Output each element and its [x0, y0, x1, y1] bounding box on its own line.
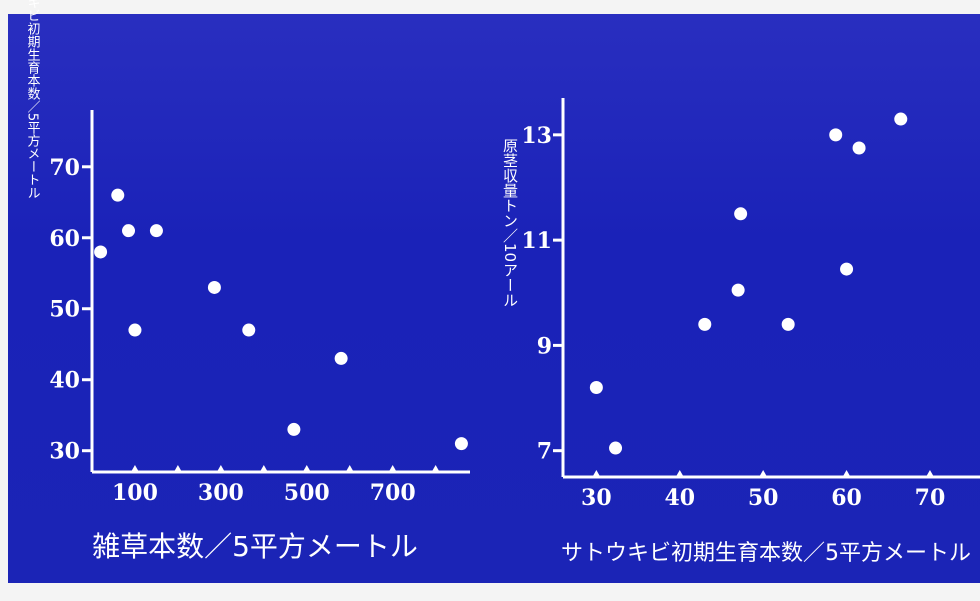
right-x-ticks: 30 40 50 60 70: [581, 470, 945, 511]
y-tick-label: 50: [49, 297, 80, 323]
x-tick-label: 40: [664, 485, 695, 511]
scatter-point: [149, 224, 163, 238]
right-y-axis-label: 原茎収量トン／10アール: [501, 138, 519, 307]
x-tick-label: 70: [915, 485, 946, 511]
scatter-point: [609, 441, 623, 455]
x-tick-label: 100: [112, 480, 158, 506]
x-tick-label: 300: [198, 480, 244, 506]
y-tick-label: 13: [521, 123, 552, 149]
x-tick-mark: [173, 465, 182, 472]
scatter-point: [840, 262, 854, 276]
left-x-axis-label: 雑草本数／5平方メートル: [92, 530, 418, 563]
left-scatter-chart: サトウキビ初期生育本数／5平方メートル 30 40 50 60 70 100 300 500…: [25, 0, 470, 563]
scatter-point: [454, 437, 468, 451]
x-tick-mark: [842, 470, 851, 477]
x-tick-label: 500: [284, 480, 330, 506]
scatter-point: [287, 422, 301, 436]
x-tick-mark: [216, 465, 225, 472]
y-tick-label: 30: [49, 439, 80, 465]
scatter-point: [334, 351, 348, 365]
y-tick-label: 70: [49, 155, 80, 181]
scatter-point: [731, 283, 745, 297]
scatter-point: [242, 323, 256, 337]
x-tick-mark: [675, 470, 684, 477]
y-tick-label: 40: [49, 368, 80, 394]
top-border: [0, 0, 980, 14]
scatter-point: [829, 128, 843, 142]
scatter-point: [698, 317, 712, 331]
y-tick-label: 60: [49, 226, 80, 252]
x-tick-mark: [431, 465, 440, 472]
right-x-axis-label: サトウキビ初期生育本数／5平方メートル: [561, 541, 971, 566]
scatter-point: [894, 112, 908, 126]
left-border: [0, 0, 8, 601]
x-tick-label: 60: [831, 485, 862, 511]
right-y-ticks: 7 9 11 13: [521, 123, 563, 465]
right-scatter-chart: 原茎収量トン／10アール 7 9 11 13 30 40 50 60 70 サトウキビ初期生育…: [501, 98, 980, 566]
scatter-point: [122, 224, 136, 238]
bottom-border: [0, 583, 980, 601]
x-tick-mark: [592, 470, 601, 477]
x-tick-mark: [345, 465, 354, 472]
scatter-point: [589, 381, 603, 395]
scatter-point: [207, 280, 221, 294]
x-tick-mark: [259, 465, 268, 472]
left-y-axis-label: サトウキビ初期生育本数／5平方メートル: [25, 0, 41, 199]
x-tick-label: 700: [370, 480, 416, 506]
x-tick-mark: [130, 465, 139, 472]
left-y-ticks: 30 40 50 60 70: [49, 155, 92, 465]
y-tick-label: 11: [521, 228, 552, 254]
scatter-point: [111, 188, 125, 202]
x-tick-mark: [302, 465, 311, 472]
scatter-point: [94, 245, 108, 259]
left-x-ticks: 100 300 500 700: [112, 465, 440, 506]
y-tick-label: 9: [537, 333, 552, 359]
right-data-points: [589, 112, 908, 455]
x-tick-label: 50: [748, 485, 779, 511]
x-tick-mark: [759, 470, 768, 477]
left-data-points: [94, 188, 468, 451]
scatter-point: [781, 317, 795, 331]
x-tick-label: 30: [581, 485, 612, 511]
y-tick-label: 7: [537, 439, 552, 465]
scatter-point: [852, 141, 866, 155]
x-tick-mark: [388, 465, 397, 472]
x-tick-mark: [925, 470, 934, 477]
scatter-point: [128, 323, 142, 337]
scatter-point: [734, 207, 748, 221]
